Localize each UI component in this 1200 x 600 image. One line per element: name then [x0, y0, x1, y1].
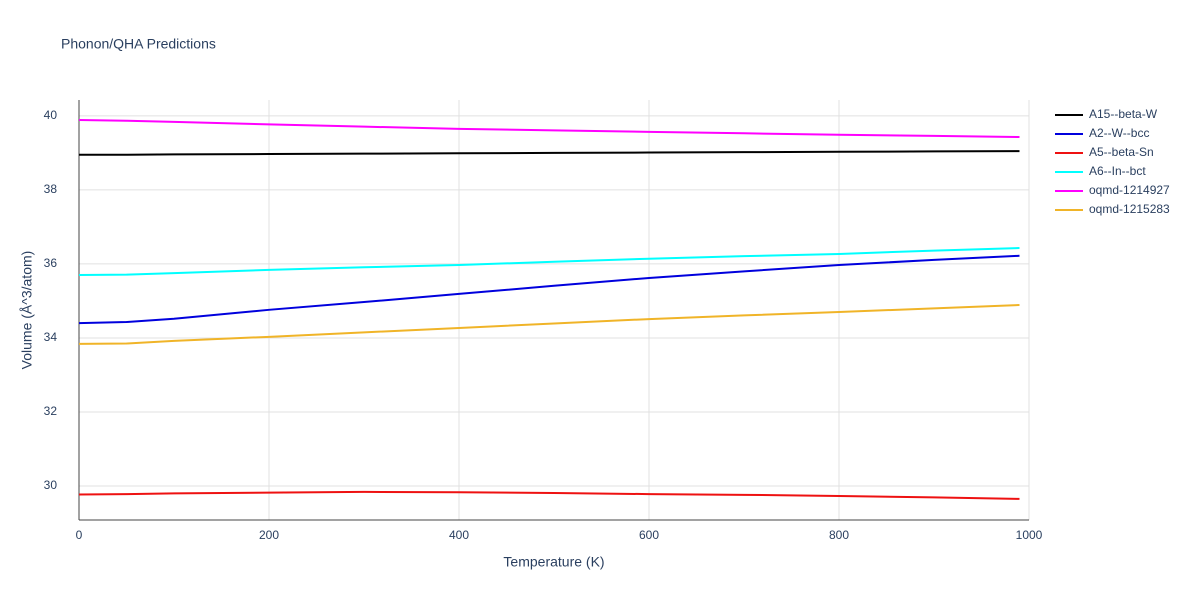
legend-label: A2--W--bcc [1089, 126, 1149, 140]
x-tick-label: 600 [639, 528, 659, 542]
y-tick-label: 32 [44, 404, 58, 418]
y-axis-title: Volume (Å^3/atom) [19, 251, 35, 370]
legend-label: A5--beta-Sn [1089, 145, 1154, 159]
chart-title: Phonon/QHA Predictions [61, 36, 216, 52]
series-line [79, 150, 1020, 156]
legend-label: A6--In--bct [1089, 164, 1146, 178]
y-tick-label: 36 [44, 256, 58, 270]
x-axis-title: Temperature (K) [503, 554, 604, 570]
legend-label: oqmd-1214927 [1089, 183, 1170, 197]
series-line [78, 118, 1020, 139]
series-line [78, 247, 1020, 277]
series-line [78, 254, 1020, 325]
legend-label: oqmd-1215283 [1089, 202, 1170, 216]
y-tick-label: 30 [44, 478, 58, 492]
x-tick-label: 200 [259, 528, 279, 542]
y-tick-label: 40 [44, 108, 58, 122]
series-line [78, 490, 1020, 500]
x-tick-label: 800 [829, 528, 849, 542]
x-tick-label: 1000 [1016, 528, 1043, 542]
x-tick-label: 400 [449, 528, 469, 542]
x-tick-label: 0 [76, 528, 83, 542]
legend-label: A15--beta-W [1089, 107, 1158, 121]
y-tick-label: 34 [44, 330, 58, 344]
y-tick-label: 38 [44, 182, 58, 196]
series-line [78, 304, 1020, 345]
